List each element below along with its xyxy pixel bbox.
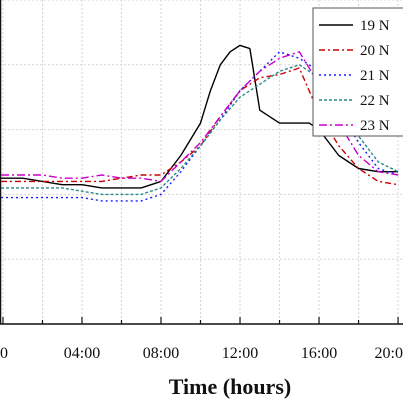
legend-box [312, 7, 403, 137]
x-tick-label: 04:00 [64, 345, 100, 362]
plot-frame [0, 0, 403, 325]
x-axis-ticks: 0 04:00 08:00 12:00 16:00 20:0 [0, 345, 403, 362]
legend-label: 21 N [360, 68, 390, 84]
legend-label: 22 N [360, 93, 390, 109]
x-tick-label: 16:00 [301, 345, 337, 362]
x-axis-label: Time (hours) [169, 374, 291, 399]
legend-label: 23 N [360, 118, 390, 134]
x-tick-label: 08:00 [143, 345, 179, 362]
x-tick-label: 12:00 [222, 345, 258, 362]
legend-label: 19 N [360, 18, 390, 34]
x-tick-label: 0 [0, 345, 8, 362]
legend-label: 20 N [360, 43, 390, 59]
legend: 19 N 20 N 21 N 22 N 23 N [312, 7, 403, 137]
x-tick-label: 20:0 [375, 345, 403, 362]
